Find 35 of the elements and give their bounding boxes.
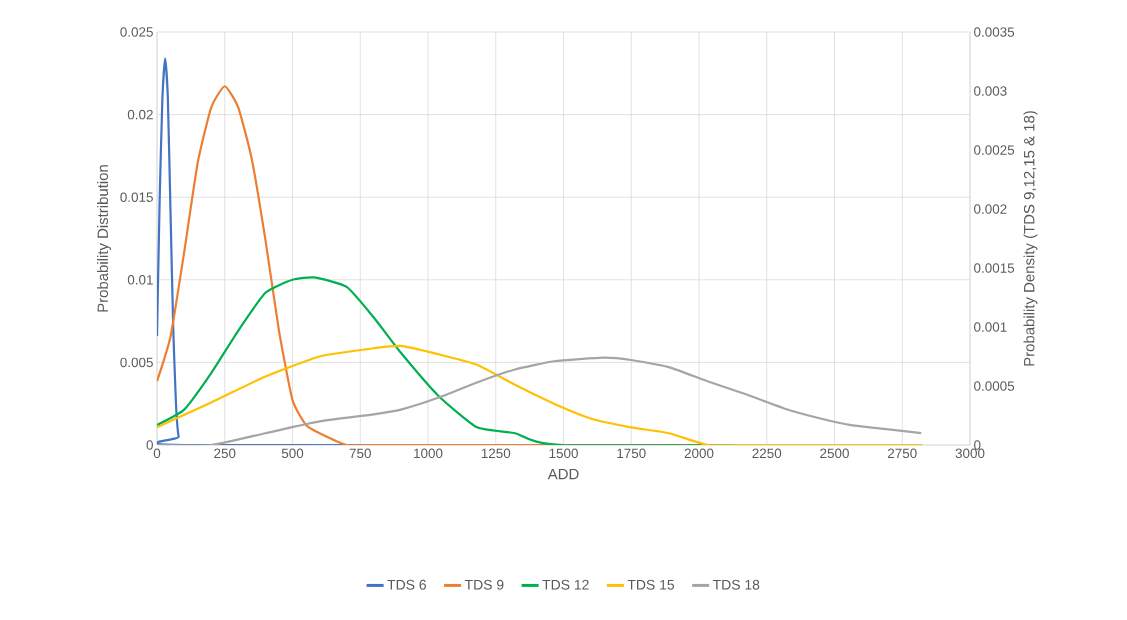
- y2-tick-label: 0: [974, 440, 981, 450]
- y-tick-label: 0.01: [127, 275, 153, 285]
- x-axis-title: ADD: [547, 468, 579, 480]
- x-tick-label: 2250: [752, 448, 782, 459]
- y2-axis-title: Probability Density (TDS 9,12,15 & 18): [1023, 111, 1038, 366]
- x-tick-label: 1250: [481, 448, 511, 459]
- x-tick-label: 750: [349, 448, 371, 459]
- y-tick-label: 0.005: [120, 357, 153, 368]
- x-tick-label: 2750: [887, 448, 917, 459]
- legend-label: TDS 9: [464, 579, 504, 590]
- legend-label: TDS 15: [627, 579, 675, 590]
- y-tick-label: 0.025: [120, 27, 153, 37]
- y2-tick-label: 0.0035: [974, 27, 1015, 37]
- legend-label: TDS 12: [542, 579, 589, 590]
- x-tick-label: 2000: [684, 448, 714, 459]
- x-tick-label: 1500: [549, 448, 578, 459]
- legend-label: TDS 6: [387, 579, 426, 590]
- legend-label: TDS 18: [712, 579, 760, 590]
- y2-tick-label: 0.0015: [974, 263, 1015, 273]
- y2-tick-label: 0.0005: [974, 381, 1015, 391]
- y-tick-label: 0.015: [120, 192, 153, 202]
- y-axis-title: Probability Distribution: [97, 165, 111, 312]
- x-tick-label: 500: [281, 448, 304, 459]
- x-tick-label: 1000: [414, 448, 443, 459]
- x-tick-label: 250: [214, 448, 236, 459]
- x-tick-label: 2500: [820, 448, 849, 459]
- x-tick-label: 1750: [617, 448, 646, 459]
- y-tick-label: 0.02: [127, 109, 153, 120]
- x-tick-label: 0: [153, 448, 161, 459]
- y-tick-label: 0: [146, 440, 153, 450]
- x-tick-label: 3000: [955, 448, 985, 459]
- y2-tick-label: 0.003: [974, 86, 1007, 96]
- y2-tick-label: 0.002: [974, 204, 1007, 214]
- y2-tick-label: 0.0025: [974, 145, 1015, 155]
- y2-tick-label: 0.001: [974, 322, 1007, 332]
